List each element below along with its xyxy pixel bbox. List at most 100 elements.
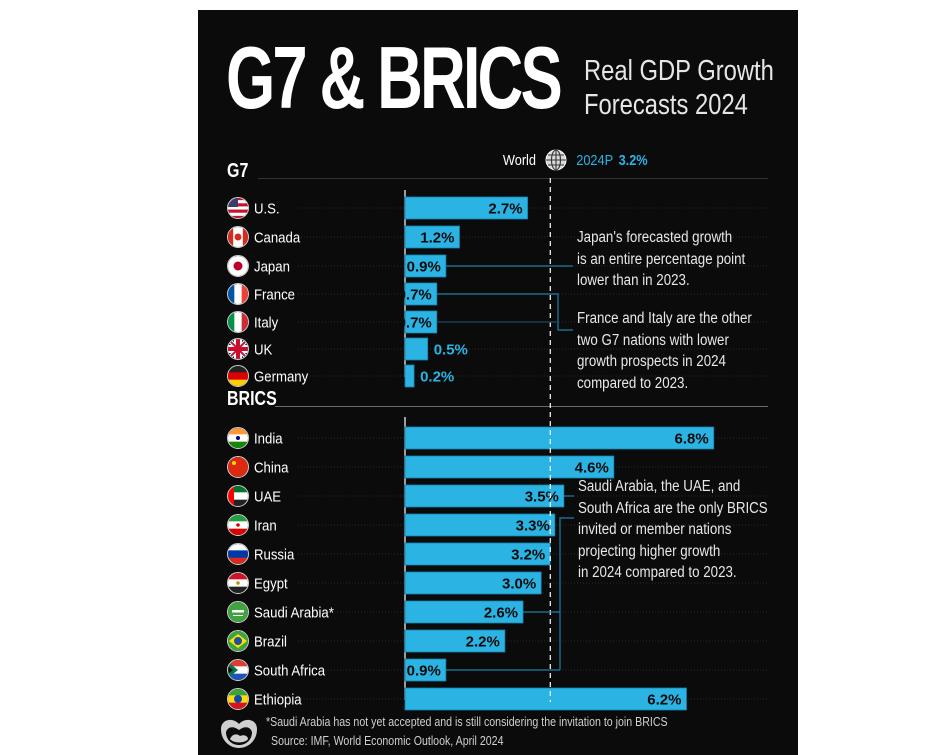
subtitle-line-2: Forecasts 2024 — [584, 89, 748, 121]
flag-outline — [227, 255, 249, 277]
country-label: Italy — [254, 314, 279, 331]
page-subtitle: Real GDP Growth Forecasts 2024 — [584, 54, 774, 122]
flag-outline — [227, 601, 249, 623]
annotation-france-italy-line: two G7 nations with lower — [577, 331, 729, 349]
bar — [404, 687, 687, 711]
flag-germany-icon — [228, 366, 248, 386]
bar-value-label: 0.7% — [398, 287, 432, 304]
annotation-brics-line: South Africa are the only BRICS — [578, 499, 768, 517]
flag-outline — [227, 456, 249, 478]
section-title-g7: G7 — [227, 160, 249, 182]
annotation-brics-line: Saudi Arabia, the UAE, and — [578, 478, 741, 495]
bar — [404, 337, 429, 361]
bar-value-label: 2.7% — [488, 201, 522, 218]
flag-brazil-icon — [228, 631, 248, 651]
footer-note: *Saudi Arabia has not yet accepted and i… — [266, 715, 668, 729]
flag-us-icon — [228, 198, 248, 218]
flag-outline — [227, 311, 249, 333]
bar — [404, 196, 528, 220]
flag-outline — [227, 197, 249, 219]
country-label: India — [254, 430, 283, 447]
bar — [404, 600, 524, 624]
bar-value-label: 1.2% — [420, 230, 454, 247]
country-label: South Africa — [254, 662, 325, 679]
flag-south-africa-icon — [228, 660, 248, 680]
flag-ethiopia-icon — [228, 689, 248, 709]
annotation-line-france — [436, 293, 573, 331]
flag-outline — [227, 572, 249, 594]
world-reference-label: World 2024P 3.2% — [500, 149, 650, 171]
flag-outline — [227, 226, 249, 248]
bar — [404, 426, 715, 450]
section-rule-g7 — [258, 178, 768, 179]
flag-france-icon — [228, 284, 248, 304]
flag-outline — [227, 283, 249, 305]
country-label: Egypt — [254, 575, 288, 592]
page-title: G7 & BRICS — [226, 28, 563, 127]
country-label: Iran — [254, 517, 277, 534]
country-label: Ethiopia — [254, 691, 302, 708]
bar — [404, 658, 447, 682]
annotation-france-italy-line: France and Italy are the other — [577, 310, 752, 327]
bar-value-label: 0.9% — [407, 259, 441, 276]
flag-iran-icon — [228, 515, 248, 535]
flag-russia-icon — [228, 544, 248, 564]
flag-outline — [227, 630, 249, 652]
flag-italy-icon — [228, 312, 248, 332]
flag-outline — [227, 485, 249, 507]
bar-value-label: 4.6% — [575, 460, 609, 477]
bar — [404, 571, 542, 595]
subtitle-line-1: Real GDP Growth — [584, 55, 774, 87]
flag-outline — [227, 514, 249, 536]
annotation-france-italy-line: compared to 2023. — [577, 374, 689, 392]
bar — [404, 225, 460, 249]
bar — [404, 455, 615, 479]
bar-value-label: 0.9% — [407, 663, 441, 680]
visual-capitalist-logo-icon — [221, 719, 257, 748]
annotation-japan: Japan's forecasted growth is an entire p… — [577, 227, 745, 292]
annotation-brics-line: projecting higher growth — [578, 542, 721, 560]
globe-icon — [545, 149, 567, 171]
annotation-japan-line: is an entire percentage point — [577, 250, 746, 268]
flag-india-icon — [228, 428, 248, 448]
bar-value-label: 2.2% — [466, 634, 500, 651]
bar-value-label: 0.7% — [398, 315, 432, 332]
bar-value-label: 3.3% — [516, 518, 550, 535]
section-title-brics: BRICS — [227, 388, 277, 410]
flag-canada-icon — [228, 227, 248, 247]
bar-value-label: 0.5% — [434, 342, 468, 359]
annotation-brics-line: in 2024 compared to 2023. — [578, 564, 737, 581]
bar-value-label: 3.0% — [502, 576, 536, 593]
country-label: Japan — [254, 258, 290, 275]
annotation-bracket-brics — [559, 517, 574, 670]
country-label: France — [254, 286, 295, 303]
flag-outline — [227, 659, 249, 681]
annotation-japan-line: Japan's forecasted growth — [577, 229, 733, 246]
flag-china-icon — [228, 457, 248, 477]
bar — [404, 254, 447, 278]
annotation-brics-higher: Saudi Arabia, the UAE, and South Africa … — [578, 476, 768, 584]
bar — [404, 513, 556, 537]
flag-outline — [227, 427, 249, 449]
flag-outline — [227, 543, 249, 565]
country-label: UK — [254, 341, 273, 358]
country-label: UAE — [254, 488, 281, 505]
country-label: Russia — [254, 546, 294, 563]
bar — [404, 364, 415, 388]
annotation-brics-line: invited or member nations — [578, 521, 732, 538]
bar-value-label: 3.5% — [525, 489, 559, 506]
flag-outline — [227, 365, 249, 387]
world-value: 3.2% — [618, 151, 648, 169]
bar — [404, 542, 551, 566]
annotation-france-italy: France and Italy are the other two G7 na… — [577, 308, 752, 394]
flag-outline — [227, 338, 249, 360]
country-label: Brazil — [254, 633, 287, 650]
world-period: 2024P — [576, 151, 614, 169]
bar-value-label: 6.2% — [647, 692, 681, 709]
bar-value-label: 0.2% — [420, 369, 454, 386]
country-label: Germany — [254, 368, 309, 385]
footer-source: Source: IMF, World Economic Outlook, Apr… — [271, 734, 504, 748]
country-label: Saudi Arabia* — [254, 604, 334, 621]
bar-chart: U.S. 2.7% Canada 1.2% Japan 0.9% France 0.7% Ita… — [227, 178, 768, 711]
bar-value-label: 3.2% — [511, 547, 545, 564]
